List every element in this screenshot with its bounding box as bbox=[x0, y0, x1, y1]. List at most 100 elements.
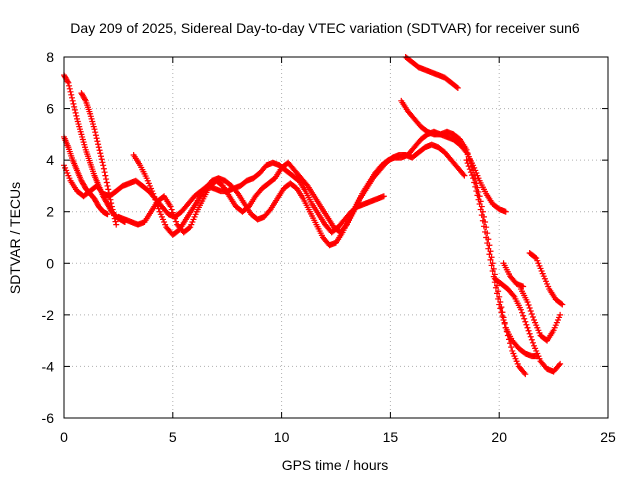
data-point bbox=[103, 176, 110, 183]
series-9 bbox=[463, 157, 542, 360]
data-point bbox=[520, 283, 527, 290]
data-point bbox=[472, 183, 479, 190]
data-point bbox=[171, 215, 178, 222]
data-point bbox=[100, 165, 107, 172]
data-point bbox=[558, 300, 565, 307]
data-point bbox=[556, 362, 563, 369]
data-point bbox=[473, 188, 480, 195]
data-point bbox=[66, 85, 73, 92]
data-point bbox=[72, 109, 79, 116]
data-point bbox=[529, 314, 536, 321]
data-point bbox=[492, 284, 499, 291]
data-point bbox=[464, 160, 471, 167]
data-point bbox=[105, 186, 112, 193]
y-tick-label: 0 bbox=[46, 255, 54, 271]
data-point bbox=[520, 312, 527, 319]
series-4 bbox=[115, 141, 468, 236]
data-point bbox=[68, 94, 75, 101]
data-point bbox=[525, 301, 532, 308]
axis-ticks bbox=[63, 56, 609, 419]
data-point bbox=[528, 310, 535, 317]
x-tick-label: 15 bbox=[383, 429, 399, 445]
data-point bbox=[71, 106, 78, 113]
grid bbox=[64, 57, 608, 418]
data-point bbox=[108, 200, 115, 207]
data-point bbox=[529, 339, 536, 346]
data-point bbox=[465, 153, 472, 160]
data-point bbox=[102, 172, 109, 179]
y-tick-label: 2 bbox=[46, 204, 54, 220]
data-point bbox=[478, 212, 485, 219]
x-tick-label: 20 bbox=[491, 429, 507, 445]
data-point bbox=[465, 163, 472, 170]
data-point bbox=[106, 193, 113, 200]
x-axis-label: GPS time / hours bbox=[282, 457, 389, 473]
data-point bbox=[482, 228, 489, 235]
data-point bbox=[153, 199, 160, 206]
data-point bbox=[526, 330, 533, 337]
data-point bbox=[467, 169, 474, 176]
data-point bbox=[173, 218, 180, 225]
data-point bbox=[99, 159, 106, 166]
data-point bbox=[559, 301, 566, 308]
data-point bbox=[103, 179, 110, 186]
data-point bbox=[151, 193, 158, 200]
data-point bbox=[510, 292, 517, 299]
data-point bbox=[152, 196, 159, 203]
chart-title: Day 209 of 2025, Sidereal Day-to-day VTE… bbox=[70, 20, 580, 36]
data-point bbox=[479, 217, 486, 224]
data-point bbox=[528, 336, 535, 343]
x-tick-label: 5 bbox=[169, 429, 177, 445]
series-7 bbox=[402, 54, 461, 91]
data-point bbox=[64, 78, 71, 85]
data-point bbox=[463, 157, 470, 164]
data-point bbox=[502, 208, 509, 215]
data-point bbox=[523, 321, 530, 328]
data-point bbox=[525, 327, 532, 334]
data-point bbox=[486, 251, 493, 258]
data-point bbox=[93, 135, 100, 142]
data-point bbox=[69, 97, 76, 104]
data-point bbox=[487, 256, 494, 263]
data-point bbox=[480, 223, 487, 230]
data-point bbox=[527, 333, 534, 340]
data-point bbox=[150, 190, 157, 197]
data-point bbox=[524, 298, 531, 305]
series-2 bbox=[78, 90, 120, 228]
data-point bbox=[524, 324, 531, 331]
data-point bbox=[94, 138, 101, 145]
data-point bbox=[496, 301, 503, 308]
series-13 bbox=[500, 260, 527, 290]
data-point bbox=[107, 196, 114, 203]
data-point bbox=[466, 166, 473, 173]
series-3 bbox=[61, 133, 111, 218]
data-point bbox=[483, 234, 490, 241]
data-point bbox=[70, 100, 77, 107]
data-point bbox=[97, 153, 104, 160]
series-12 bbox=[517, 286, 564, 344]
y-tick-label: -6 bbox=[42, 410, 55, 426]
data-point bbox=[100, 162, 107, 169]
data-point bbox=[168, 206, 175, 213]
series-1 bbox=[61, 72, 128, 226]
data-point bbox=[65, 79, 72, 86]
data-point bbox=[380, 193, 387, 200]
x-tick-labels: 0 5 10 15 20 25 bbox=[60, 429, 616, 445]
data-point bbox=[67, 88, 74, 95]
data-point bbox=[71, 103, 78, 110]
data-point bbox=[92, 132, 99, 139]
data-point bbox=[109, 206, 116, 213]
data-point bbox=[233, 189, 240, 196]
data-point bbox=[169, 209, 176, 216]
data-point bbox=[73, 112, 80, 119]
data-point bbox=[494, 290, 501, 297]
data-point bbox=[97, 150, 104, 157]
data-point bbox=[154, 202, 161, 209]
data-point bbox=[495, 295, 502, 302]
data-point bbox=[484, 240, 491, 247]
data-point bbox=[113, 221, 120, 228]
data-point bbox=[463, 146, 470, 153]
data-point bbox=[488, 262, 495, 269]
data-point bbox=[508, 344, 515, 351]
